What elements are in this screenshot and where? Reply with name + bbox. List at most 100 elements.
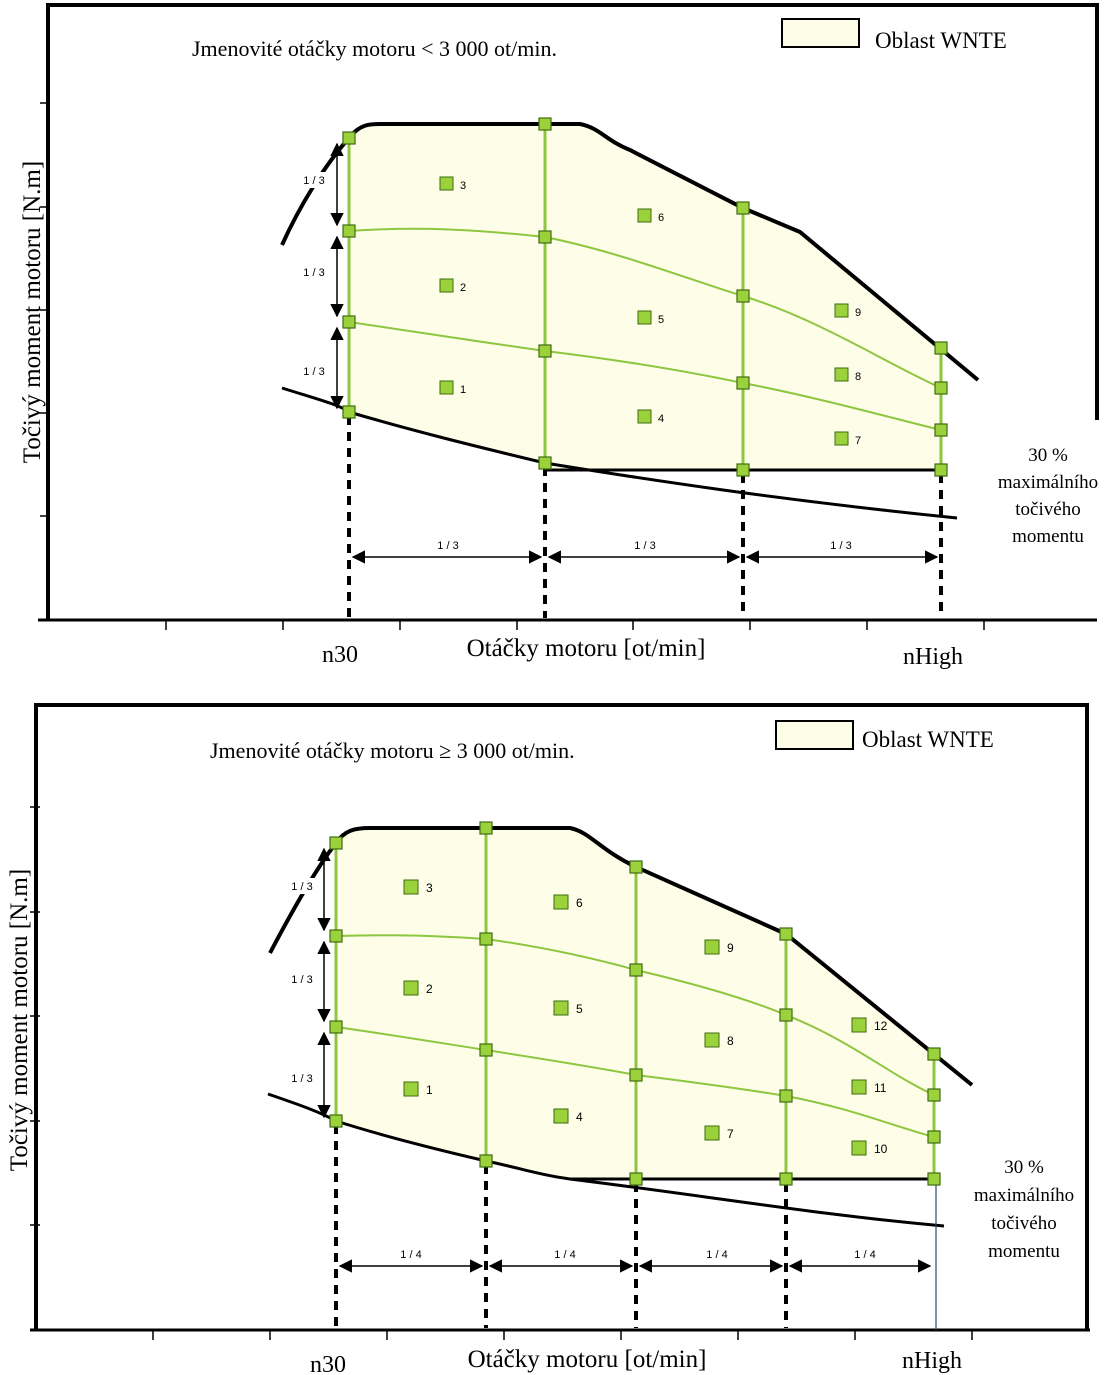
diagram-2-torque-note: 30 % maximálního točivého momentu bbox=[974, 1157, 1074, 1262]
grid-node bbox=[779, 1008, 793, 1022]
diagram-1-legend-label: Oblast WNTE bbox=[875, 28, 1007, 53]
note-line: točivého bbox=[991, 1213, 1056, 1234]
cell-number: 7 bbox=[727, 1127, 734, 1141]
cell-number: 10 bbox=[874, 1142, 888, 1156]
diagram-2-grid bbox=[334, 828, 936, 1179]
speed-fraction-label: 1 / 4 bbox=[854, 1249, 875, 1261]
grid-node bbox=[342, 224, 356, 238]
diagram-2-cell-markers: 1 2 3 4 5 6 7 8 9 10 11 12 bbox=[403, 879, 888, 1156]
cell-marker-1: 1 bbox=[403, 1081, 433, 1097]
grid-node bbox=[779, 927, 793, 941]
cell-marker-2: 2 bbox=[403, 980, 433, 996]
grid-node bbox=[629, 860, 643, 874]
note-line: točivého bbox=[1015, 499, 1080, 520]
grid-node bbox=[342, 131, 356, 145]
diagram-2: 1 2 3 4 5 6 7 8 9 10 11 12 1 / 3 1 / 3 1… bbox=[6, 703, 1090, 1375]
diagram-1-legend-swatch bbox=[781, 18, 860, 48]
diagram-1-n30-label: n30 bbox=[322, 642, 358, 668]
grid-node bbox=[736, 201, 750, 215]
cell-marker-1: 1 bbox=[439, 380, 466, 396]
diagram-2-frame bbox=[34, 703, 1089, 1330]
grid-node bbox=[779, 1089, 793, 1103]
diagram-1-grid-nodes bbox=[342, 117, 948, 477]
cell-marker-11: 11 bbox=[851, 1079, 887, 1095]
torque-fraction-label: 1 / 3 bbox=[291, 1073, 312, 1085]
cell-number: 4 bbox=[576, 1110, 583, 1124]
cell-number: 12 bbox=[874, 1019, 888, 1033]
grid-node bbox=[736, 463, 750, 477]
diagram-2-title: Jmenovité otáčky motoru ≥ 3 000 ot/min. bbox=[210, 738, 575, 763]
cell-marker-9: 9 bbox=[834, 303, 861, 319]
grid-node bbox=[934, 423, 948, 437]
note-line: 30 % bbox=[1028, 445, 1068, 466]
grid-node bbox=[479, 1043, 493, 1057]
grid-node bbox=[329, 929, 343, 943]
diagram-1-grid bbox=[347, 124, 943, 470]
diagram-1-wnte-region bbox=[349, 124, 941, 470]
grid-node bbox=[342, 405, 356, 419]
grid-node bbox=[538, 344, 552, 358]
cell-number: 1 bbox=[460, 384, 466, 396]
cell-number: 1 bbox=[426, 1083, 433, 1097]
diagram-2-legend-swatch bbox=[775, 720, 854, 750]
label-bg bbox=[284, 1070, 320, 1086]
cell-number: 6 bbox=[658, 212, 664, 224]
grid-node bbox=[538, 230, 552, 244]
cell-marker-4: 4 bbox=[637, 409, 664, 425]
note-line: momentu bbox=[1012, 526, 1084, 547]
diagram-1: 1 2 3 4 5 6 7 8 9 1 / 3 1 / 3 1 / 3 1 bbox=[19, 3, 1099, 670]
cell-marker-4: 4 bbox=[553, 1108, 583, 1124]
cell-marker-7: 7 bbox=[834, 431, 861, 447]
diagram-2-nhigh-label: nHigh bbox=[902, 1348, 962, 1374]
diagram-1-cell-markers: 1 2 3 4 5 6 7 8 9 bbox=[439, 176, 861, 447]
diagram-2-y-ticks bbox=[30, 806, 40, 1226]
diagram-2-x-ticks bbox=[152, 1330, 973, 1340]
cell-number: 8 bbox=[727, 1034, 734, 1048]
diagram-2-speed-dashed-lines bbox=[334, 1125, 788, 1328]
diagram-1-x-ticks bbox=[165, 620, 985, 630]
cell-number: 2 bbox=[460, 282, 466, 294]
label-bg bbox=[388, 1247, 434, 1263]
grid-node bbox=[342, 315, 356, 329]
cell-number: 11 bbox=[874, 1081, 887, 1095]
cell-number: 2 bbox=[426, 982, 433, 996]
torque-fraction-label: 1 / 3 bbox=[291, 974, 312, 986]
speed-fraction-label: 1 / 4 bbox=[706, 1249, 727, 1261]
diagram-1-torque-note: 30 % maximálního točivého momentu bbox=[998, 445, 1098, 547]
cell-number: 5 bbox=[658, 314, 664, 326]
grid-node bbox=[479, 932, 493, 946]
cell-number: 4 bbox=[658, 413, 664, 425]
speed-fraction-label: 1 / 3 bbox=[830, 540, 851, 552]
diagram-1-y-ticks bbox=[40, 102, 50, 517]
label-bg bbox=[296, 264, 332, 280]
diagram-1-x-axis-label: Otáčky motoru [ot/min] bbox=[467, 635, 706, 662]
diagram-2-grid-nodes bbox=[329, 821, 941, 1186]
diagram-2-y-axis-label: Točivý moment motoru [N.m] bbox=[6, 869, 33, 1171]
torque-fraction-label: 1 / 3 bbox=[291, 881, 312, 893]
grid-node bbox=[479, 821, 493, 835]
cell-number: 3 bbox=[460, 180, 466, 192]
label-bg bbox=[818, 538, 864, 554]
grid-node bbox=[736, 289, 750, 303]
grid-node bbox=[329, 1114, 343, 1128]
grid-node bbox=[629, 963, 643, 977]
cell-number: 6 bbox=[576, 896, 583, 910]
cell-marker-5: 5 bbox=[553, 1000, 583, 1016]
label-bg bbox=[842, 1247, 888, 1263]
speed-fraction-label: 1 / 3 bbox=[634, 540, 655, 552]
grid-node bbox=[538, 456, 552, 470]
speed-fraction-label: 1 / 4 bbox=[554, 1249, 575, 1261]
diagram-1-nhigh-label: nHigh bbox=[903, 644, 963, 670]
label-bg bbox=[296, 363, 332, 379]
cell-number: 9 bbox=[855, 307, 861, 319]
note-line: maximálního bbox=[998, 472, 1098, 493]
speed-fraction-label: 1 / 3 bbox=[437, 540, 458, 552]
torque-fraction-label: 1 / 3 bbox=[303, 267, 324, 279]
label-bg bbox=[622, 538, 668, 554]
label-bg bbox=[284, 971, 320, 987]
cell-number: 5 bbox=[576, 1002, 583, 1016]
label-bg bbox=[694, 1247, 740, 1263]
cell-marker-9: 9 bbox=[704, 939, 734, 955]
grid-node bbox=[934, 341, 948, 355]
